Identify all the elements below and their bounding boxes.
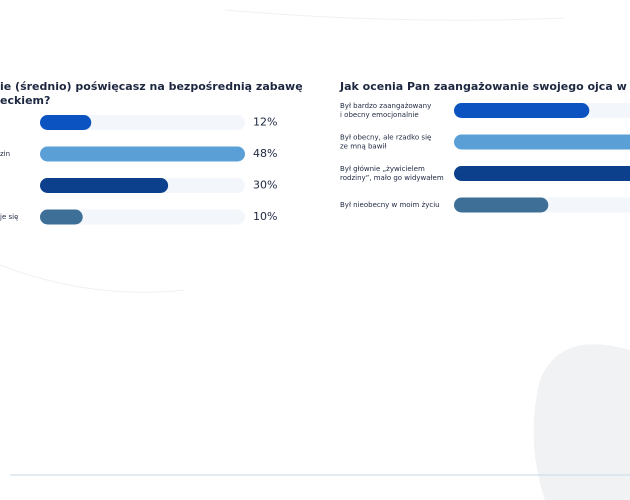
decor-blob [533, 344, 630, 500]
bar [40, 115, 92, 130]
bar [40, 146, 245, 162]
bar [454, 134, 630, 150]
category-label: je się [0, 213, 18, 221]
bar-track [40, 115, 245, 130]
value-label: 48% [253, 147, 277, 160]
bar [454, 103, 590, 118]
category-label: ze mną bawił [340, 143, 386, 151]
chart-title: Jak ocenia Pan zaangażowanie swojego ojc… [339, 80, 630, 93]
value-label: 12% [253, 116, 277, 129]
category-label: rodziny”, mało go widywałem [340, 174, 444, 182]
value-label: 30% [253, 179, 277, 192]
bar [454, 166, 630, 181]
category-label: Był bardzo zaangażowany [340, 102, 431, 110]
decor-line [224, 9, 566, 21]
bar-track [40, 209, 245, 225]
category-label: Był głównie „żywicielem [340, 165, 425, 173]
chart-title: ie (średnio) poświęcasz na bezpośrednią … [0, 80, 303, 93]
category-label: zin [0, 150, 10, 158]
bar [40, 178, 169, 193]
value-label: 10% [253, 210, 277, 223]
category-label: i obecny emocjonalnie [340, 111, 419, 119]
bar [40, 209, 83, 225]
category-label: Był obecny, ale rzadko się [340, 134, 431, 142]
chart-title: eckiem? [0, 94, 50, 107]
bar [454, 197, 549, 213]
decor-line [0, 264, 186, 293]
category-label: Był nieobecny w moim życiu [340, 201, 440, 209]
